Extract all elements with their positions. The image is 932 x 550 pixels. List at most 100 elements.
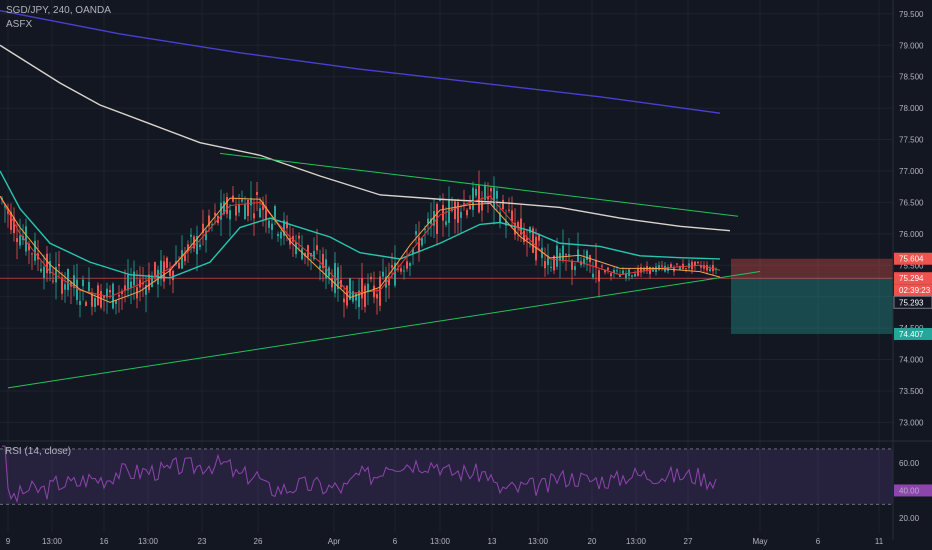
- candle-body: [412, 248, 414, 255]
- candle-body: [460, 212, 462, 218]
- candle-body: [337, 267, 339, 289]
- candle-body: [88, 282, 90, 292]
- candle-body: [247, 199, 249, 216]
- candle-body: [670, 264, 672, 268]
- candle-body: [97, 285, 99, 306]
- candle-body: [475, 188, 477, 196]
- ma-line-3: [0, 195, 721, 298]
- candle-body: [397, 268, 399, 270]
- candle-body: [640, 267, 642, 273]
- candle-body: [235, 206, 237, 216]
- candle-body: [214, 212, 216, 216]
- x-tick-label: 13:00: [528, 537, 549, 546]
- candle-body: [364, 285, 366, 307]
- candle-body: [529, 226, 531, 233]
- candle-body: [100, 290, 102, 308]
- price-tag-bg: [894, 284, 932, 297]
- y-tick-label: 73.500: [899, 387, 924, 396]
- candle-body: [469, 205, 471, 210]
- candle-body: [307, 245, 309, 258]
- y-tick-label: 78.000: [899, 104, 924, 113]
- candle-body: [388, 277, 390, 286]
- candle-body: [34, 240, 36, 261]
- candle-body: [202, 223, 204, 233]
- candle-body: [439, 200, 441, 202]
- trendline-1: [219, 152, 739, 217]
- candle-body: [301, 248, 303, 260]
- candle-body: [391, 264, 393, 268]
- candle-body: [208, 215, 210, 227]
- candle-body: [496, 190, 498, 199]
- x-tick-label: 13:00: [42, 537, 63, 546]
- candle-body: [121, 290, 123, 295]
- candle-body: [445, 221, 447, 225]
- candle-body: [433, 210, 435, 226]
- candle-body: [145, 285, 147, 295]
- candle-body: [61, 277, 63, 294]
- indicator-label: ASFX: [6, 19, 33, 30]
- trendline-0: [7, 271, 761, 389]
- candle-body: [349, 278, 351, 300]
- x-tick-label: 27: [684, 537, 693, 546]
- price-tag-bg: [894, 252, 932, 265]
- candle-body: [607, 267, 609, 270]
- rsi-tick-label: 20.00: [899, 514, 920, 523]
- candle-body: [244, 204, 246, 220]
- candle-body: [220, 202, 222, 220]
- time-axis: 9 13:00 16 13:00 23 26 Apr 6 13:00 13 13:00 20 13:00…: [6, 537, 884, 546]
- candle-body: [322, 253, 324, 268]
- price-tag-bg: [894, 272, 932, 285]
- candle-body: [553, 255, 555, 271]
- candle-body: [277, 234, 279, 237]
- candle-body: [13, 217, 15, 234]
- x-tick-label: 13:00: [626, 537, 647, 546]
- x-tick-label: 6: [816, 537, 821, 546]
- candle-body: [76, 279, 78, 301]
- candle-body: [94, 297, 96, 307]
- candle-body: [571, 260, 573, 270]
- y-tick-label: 74.000: [899, 356, 924, 365]
- price-tag-bg: [894, 327, 932, 340]
- trendlines[interactable]: [7, 152, 761, 389]
- price-tag-label: 75.294: [899, 274, 924, 283]
- candle-body: [280, 231, 282, 239]
- candle-body: [634, 273, 636, 277]
- x-tick-label: 13:00: [138, 537, 159, 546]
- candle-body: [238, 203, 240, 213]
- price-tag-stop: 75.604: [894, 252, 932, 265]
- x-tick-label: 16: [100, 537, 109, 546]
- candle-body: [610, 273, 612, 277]
- candle-body: [370, 276, 372, 280]
- candle-body: [106, 288, 108, 298]
- candle-body: [379, 276, 381, 306]
- x-tick-label: 11: [875, 537, 884, 546]
- candle-body: [505, 220, 507, 226]
- candle-body: [187, 244, 189, 252]
- candle-body: [178, 262, 180, 269]
- candle-body: [619, 274, 621, 278]
- price-tag-target: 74.407: [894, 327, 932, 340]
- price-tag-label: 74.407: [899, 330, 924, 339]
- candle-body: [229, 210, 231, 220]
- candle-body: [613, 269, 615, 273]
- candle-body: [547, 255, 549, 266]
- candle-body: [628, 269, 630, 277]
- candle-body: [223, 201, 225, 214]
- candle-body: [268, 220, 270, 228]
- candle-body: [172, 270, 174, 281]
- candle-body: [211, 224, 213, 226]
- x-tick-label: Apr: [328, 537, 341, 546]
- candle-body: [112, 283, 114, 309]
- candle-body: [586, 250, 588, 260]
- candle-body: [298, 235, 300, 239]
- target-zone: [731, 278, 893, 334]
- candle-body: [595, 259, 597, 268]
- candle-body: [502, 199, 504, 209]
- candle-body: [394, 262, 396, 286]
- candle-body: [190, 234, 192, 237]
- price-tag-bid: 75.293: [893, 295, 932, 309]
- candle-body: [19, 235, 21, 246]
- candle-body: [685, 268, 687, 270]
- candle-body: [487, 196, 489, 200]
